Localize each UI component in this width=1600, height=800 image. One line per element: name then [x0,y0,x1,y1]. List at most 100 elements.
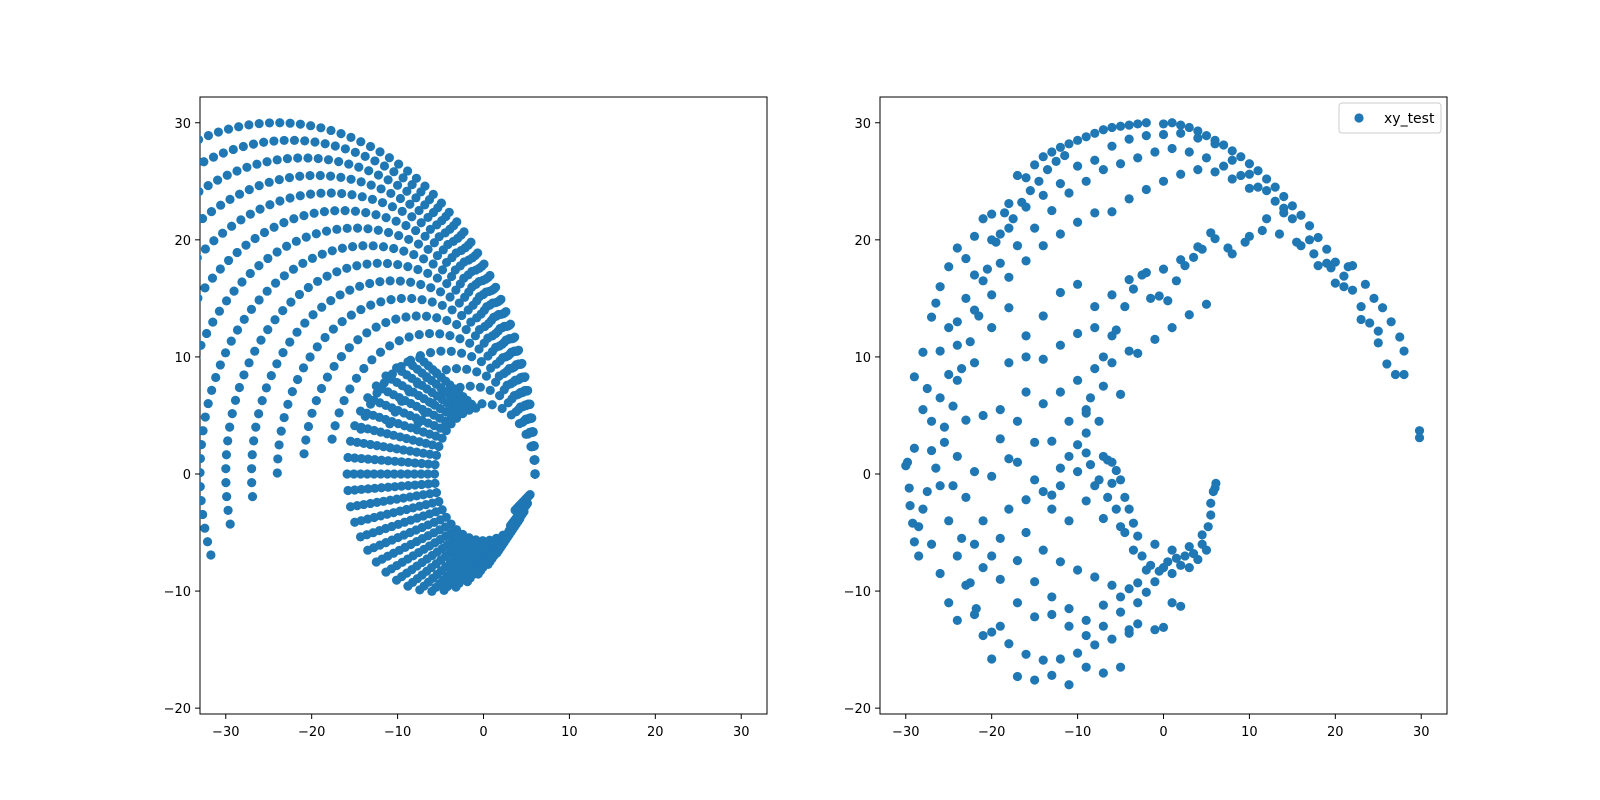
scatter-point [1304,235,1315,245]
scatter-point [94,430,103,439]
scatter-point [409,249,419,260]
scatter-point [61,336,70,345]
scatter-point [121,186,130,195]
scatter-point [1154,566,1164,576]
scatter-point [139,737,148,746]
scatter-point [375,277,385,287]
scatter-point [467,352,477,362]
scatter-point [481,371,492,381]
scatter-point [935,393,945,403]
scatter-point [952,451,962,462]
scatter-point [423,268,433,278]
scatter-point [362,259,372,269]
scatter-point [1137,551,1147,561]
scatter-point [1163,296,1173,306]
right-scatter-plot: −30 −20 −10 0 10 20 30 −20 −10 0 10 20 30 xy_test [844,96,1448,740]
scatter-point [969,539,980,549]
scatter-point [344,343,354,353]
scatter-point [424,328,435,339]
scatter-point [1360,279,1370,289]
scatter-point [402,186,412,196]
scatter-point [252,159,262,169]
scatter-point [320,139,330,149]
scatter-point [334,408,344,418]
scatter-point [336,172,346,182]
scatter-point [121,421,130,430]
scatter-point [359,363,369,374]
scatter-point [141,341,150,350]
scatter-point [383,456,393,466]
scatter-point [1038,545,1048,555]
scatter-point [427,297,437,307]
scatter-point [345,436,356,446]
scatter-point [1055,179,1066,189]
scatter-point [918,404,928,415]
scatter-point [222,170,232,180]
x-tick-label: −10 [384,725,411,740]
scatter-point [425,224,435,235]
scatter-point [148,745,157,754]
scatter-point [336,351,347,362]
scatter-point [343,452,353,463]
scatter-point [432,273,442,283]
scatter-point [1030,223,1040,233]
scatter-point [200,509,208,520]
scatter-point [364,166,374,176]
scatter-point [1382,359,1392,369]
scatter-point [118,477,127,486]
scatter-point [1012,170,1023,181]
scatter-point [1206,498,1216,508]
scatter-point [1339,271,1349,281]
scatter-point [228,144,238,155]
scatter-point [30,587,39,596]
scatter-point [151,316,160,325]
scatter-point [282,154,293,164]
scatter-point [120,324,129,333]
scatter-point [397,206,407,216]
scatter-point [1356,314,1366,325]
scatter-point [1072,161,1083,171]
scatter-point [1025,186,1035,196]
x-tick-label: 0 [479,725,487,740]
scatter-point [289,214,299,224]
left-scatter-plot: −30 −20 −10 0 10 20 30 −20 −10 0 10 20 30 [30,96,768,754]
scatter-point [961,253,971,264]
scatter-point [176,405,185,414]
scatter-point [305,352,315,362]
scatter-point [369,469,379,479]
scatter-point [153,675,162,684]
scatter-point [221,478,231,488]
scatter-point [417,458,427,469]
scatter-point [415,585,425,595]
scatter-point [435,287,446,297]
scatter-point [931,298,941,308]
scatter-point [330,421,340,431]
scatter-point [227,221,237,231]
scatter-point [272,247,282,257]
scatter-point [417,295,427,305]
scatter-point [978,630,988,641]
scatter-point [274,440,284,450]
y-tick-label: −10 [164,585,191,600]
scatter-point [1072,467,1083,477]
scatter-point [67,456,76,465]
scatter-point [298,258,308,269]
scatter-point [416,218,426,228]
scatter-point [171,504,180,513]
scatter-point [169,339,178,348]
scatter-point [1085,393,1096,403]
scatter-point [200,523,210,533]
scatter-point [1004,639,1014,649]
scatter-point [1287,214,1297,224]
scatter-point [1081,404,1091,415]
scatter-point [164,352,173,361]
scatter-point [995,533,1005,543]
scatter-point [376,297,386,307]
scatter-point [259,227,270,238]
scatter-point [263,325,273,335]
scatter-point [298,363,309,373]
scatter-point [327,434,337,444]
scatter-point [121,223,130,232]
scatter-point [344,159,354,169]
scatter-point [528,427,538,437]
